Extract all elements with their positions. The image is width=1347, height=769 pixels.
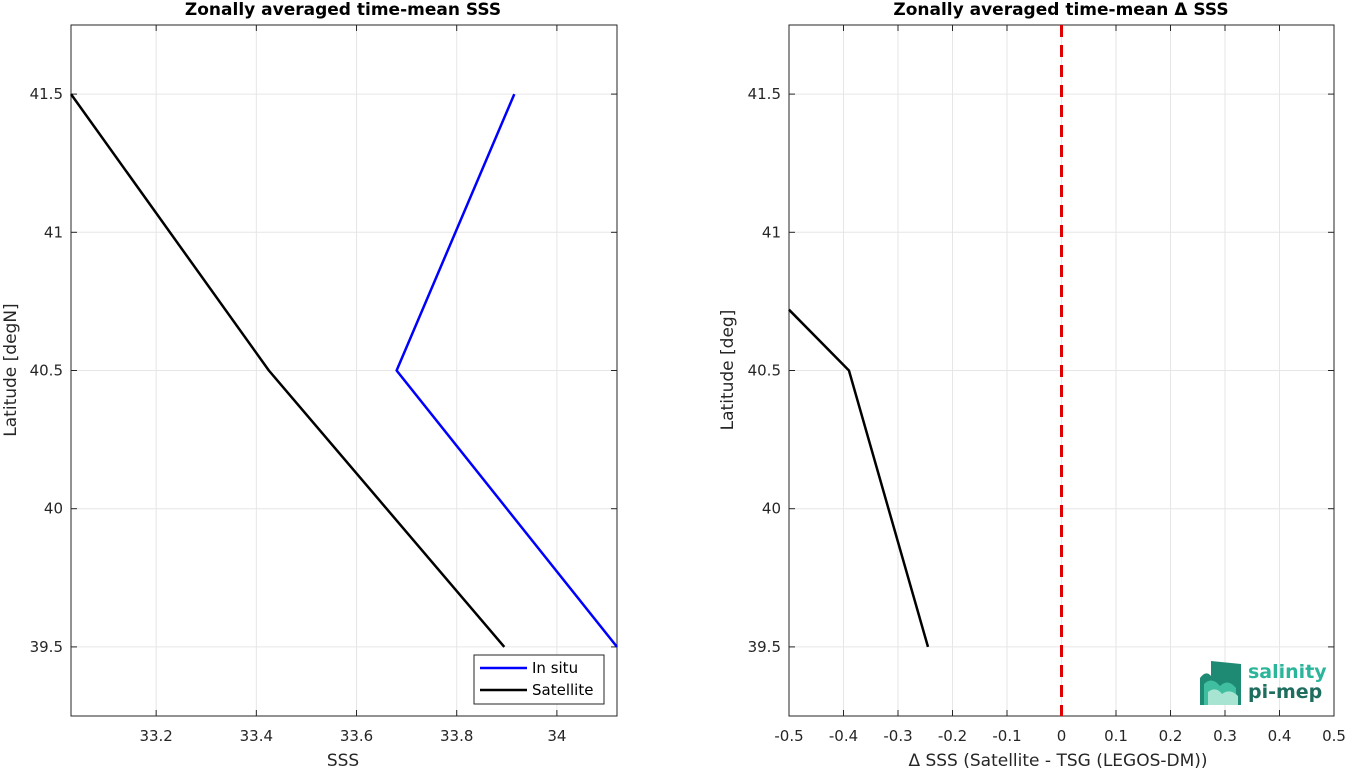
legend: In situ Satellite <box>473 654 605 705</box>
left-chart-x-tick-label: 33.4 <box>240 727 273 745</box>
right-chart-x-tick-label: 0.2 <box>1159 727 1183 745</box>
left-chart-title: Zonally averaged time-mean SSS <box>185 0 501 20</box>
logo-text-salinity: salinity <box>1248 661 1327 683</box>
right-chart-y-axis-label: Latitude [deg] <box>718 310 738 431</box>
left-chart-y-tick-label: 40 <box>44 500 63 518</box>
left-chart: Zonally averaged time-mean SSS 33.2 33.4 3… <box>1 0 618 769</box>
left-chart-x-tick-label: 33.8 <box>440 727 473 745</box>
logo-wave-icon <box>1200 661 1241 705</box>
right-chart-y-tick-label: 41.5 <box>748 85 781 103</box>
right-chart-x-tick-label: -0.2 <box>938 727 967 745</box>
right-chart-x-tick-label: -0.5 <box>774 727 803 745</box>
left-chart-series-line-in-situ <box>395 93 618 648</box>
right-chart-y-tick-label: 39.5 <box>748 638 781 656</box>
left-chart-ticks: 33.2 33.4 33.6 33.8 34 39.5 40 40.5 41 41.5 <box>30 25 617 745</box>
right-chart-x-tick-label: 0.3 <box>1213 727 1237 745</box>
left-chart-y-tick-label: 39.5 <box>30 638 63 656</box>
right-chart-x-tick-label: 0.5 <box>1322 727 1346 745</box>
right-chart-x-tick-label: 0 <box>1057 727 1067 745</box>
left-chart-y-tick-label: 41.5 <box>30 85 63 103</box>
salinity-pi-mep-logo: salinity pi-mep <box>1200 661 1327 705</box>
logo-text-pi-mep: pi-mep <box>1248 681 1322 703</box>
left-chart-series-line-satellite <box>69 93 506 648</box>
right-chart-y-tick-label: 40 <box>762 500 781 518</box>
right-chart-x-tick-label: 0.4 <box>1268 727 1292 745</box>
right-chart-x-tick-label: -0.4 <box>829 727 858 745</box>
left-chart-y-tick-label: 41 <box>44 223 63 241</box>
right-chart-ticks: -0.5 -0.4 -0.3 -0.2 -0.1 0 0.1 0.2 0.3 0.4 0.5 39.5… <box>748 25 1346 745</box>
left-chart-x-axis-label: SSS <box>327 751 359 769</box>
right-chart-x-tick-label: -0.1 <box>992 727 1021 745</box>
left-chart-x-tick-label: 33.6 <box>340 727 373 745</box>
right-chart-y-tick-label: 41 <box>762 223 781 241</box>
left-chart-x-tick-label: 33.2 <box>139 727 172 745</box>
left-chart-y-tick-label: 40.5 <box>30 362 63 380</box>
right-chart-series-line-delta <box>788 308 930 648</box>
right-chart-x-tick-label: 0.1 <box>1104 727 1128 745</box>
legend-label-satellite: Satellite <box>532 681 593 699</box>
legend-label-in-situ: In situ <box>532 659 578 677</box>
right-chart: Zonally averaged time-mean Δ SSS -0.5 -0.… <box>718 0 1346 769</box>
right-chart-x-axis-label: Δ SSS (Satellite - TSG (LEGOS-DM)) <box>908 751 1207 769</box>
left-chart-lines <box>69 93 618 648</box>
right-chart-x-tick-label: -0.3 <box>883 727 912 745</box>
left-chart-grid <box>71 25 617 716</box>
left-chart-x-tick-label: 34 <box>547 727 566 745</box>
legend-box <box>473 654 605 705</box>
right-chart-title: Zonally averaged time-mean Δ SSS <box>893 0 1228 20</box>
right-chart-lines <box>788 25 1063 716</box>
left-chart-y-axis-label: Latitude [degN] <box>1 303 21 436</box>
right-chart-y-tick-label: 40.5 <box>748 362 781 380</box>
